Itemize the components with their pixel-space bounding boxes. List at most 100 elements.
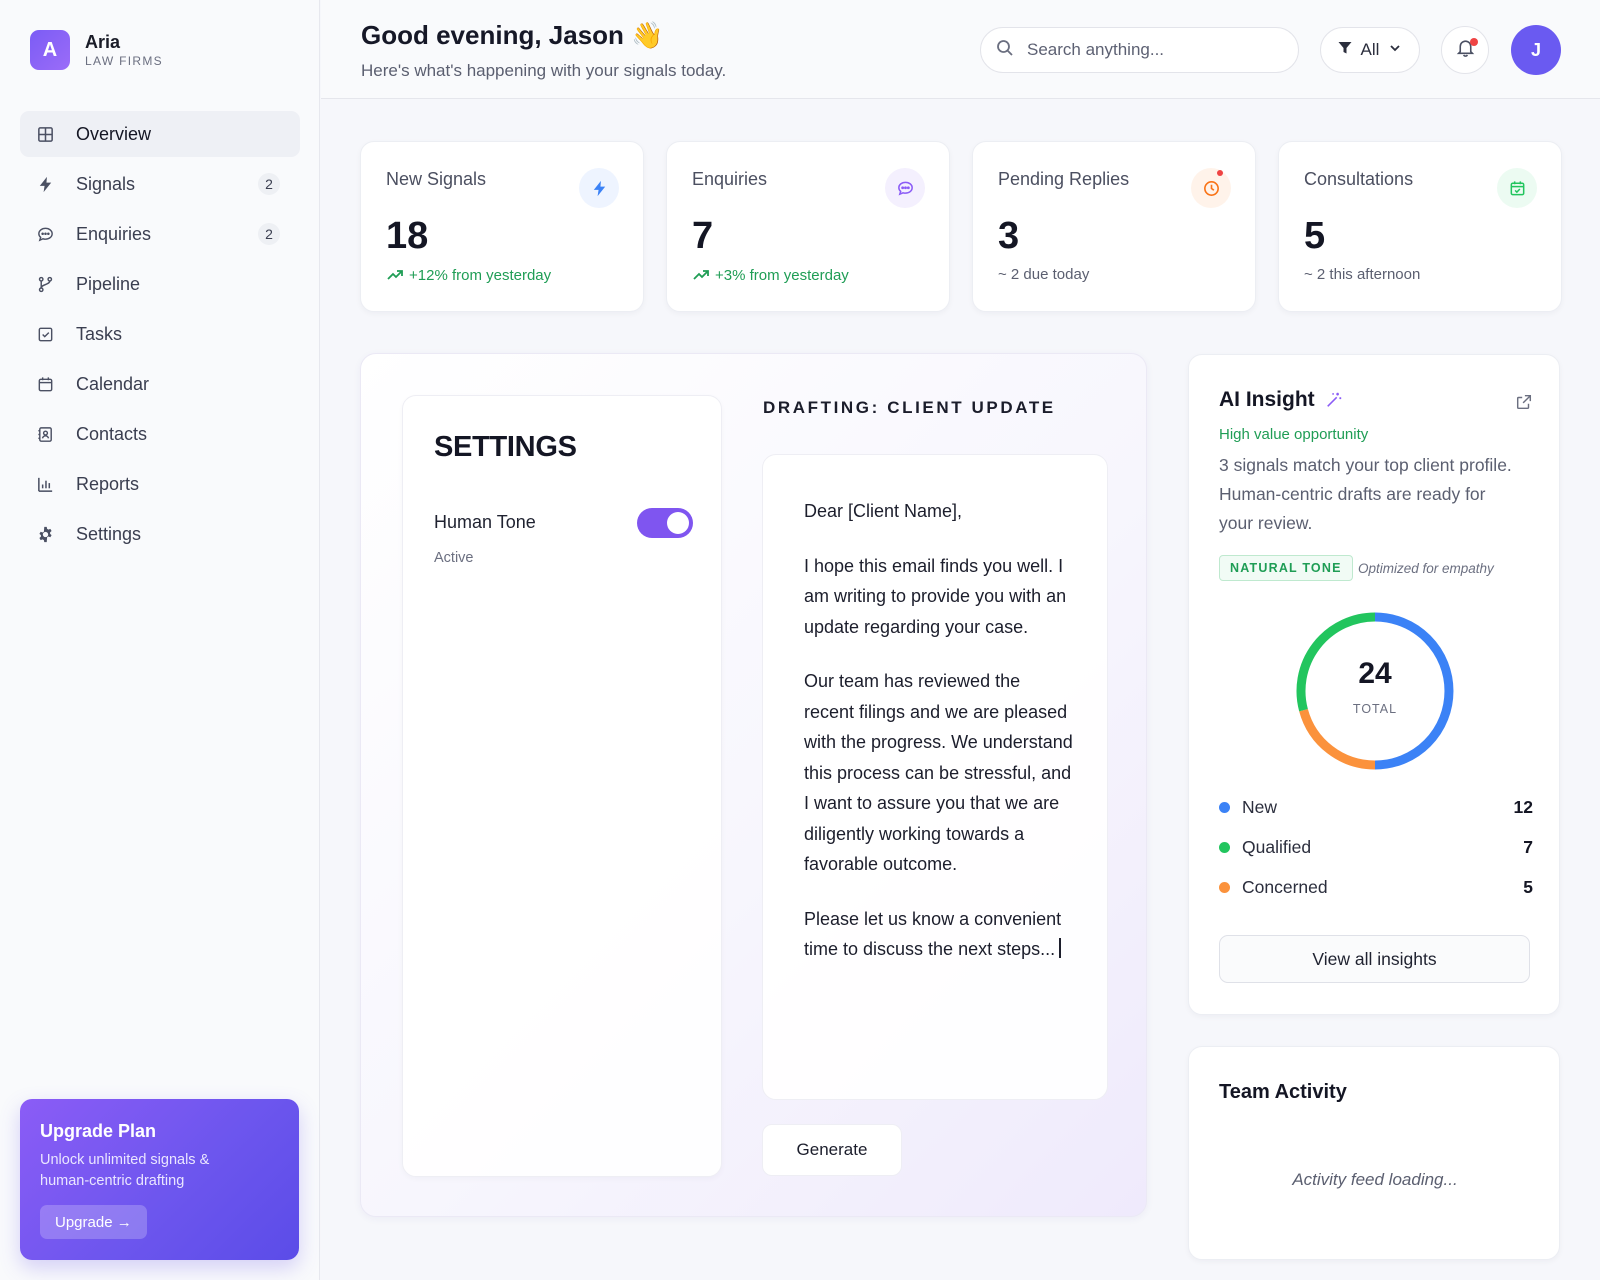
brand[interactable]: A Aria LAW FIRMS — [30, 30, 163, 70]
sidebar-item-settings[interactable]: Settings — [20, 511, 300, 557]
bar-chart-icon — [34, 473, 56, 495]
legend-label: Qualified — [1242, 836, 1312, 857]
bolt-icon — [34, 173, 56, 195]
sidebar-item-label: Overview — [76, 123, 152, 144]
legend-label: New — [1242, 796, 1278, 817]
settings-card: SETTINGS Human Tone Active — [402, 395, 722, 1177]
donut-total-value: 24 — [1358, 657, 1392, 690]
trend-up-icon — [693, 270, 709, 280]
sidebar-item-label: Calendar — [76, 373, 150, 394]
sidebar-item-signals[interactable]: Signals 2 — [20, 161, 300, 207]
natural-tone-badge: NATURAL TONE — [1219, 555, 1353, 581]
draft-paragraph: I hope this email finds you well. I am w… — [804, 555, 1067, 637]
stat-value: 18 — [386, 215, 429, 257]
draft-paragraph: Our team has reviewed the recent filings… — [804, 671, 1073, 874]
legend-label: Concerned — [1242, 876, 1328, 897]
sidebar-badge: 2 — [258, 173, 280, 195]
stat-delta-text: +12% from yesterday — [409, 266, 552, 284]
stat-card-consultations[interactable]: Consultations 5 ~ 2 this afternoon — [1278, 141, 1562, 312]
trend-up-icon — [387, 270, 403, 280]
donut-segment-qualified — [1296, 612, 1376, 712]
stat-delta-text: ~ 2 due today — [998, 266, 1090, 283]
filter-dropdown[interactable]: All — [1320, 27, 1420, 73]
activity-feed-loading: Activity feed loading... — [1292, 1170, 1458, 1189]
upgrade-card: Upgrade Plan Unlock unlimited signals & … — [20, 1099, 299, 1260]
brand-name: Aria — [85, 32, 121, 52]
insight-text: 3 signals match your top client profile.… — [1219, 455, 1512, 533]
chat-icon — [34, 223, 56, 245]
human-tone-label: Human Tone — [434, 512, 536, 532]
sidebar-item-label: Signals — [76, 173, 136, 194]
notification-dot — [1470, 38, 1478, 46]
insight-donut-chart — [1296, 612, 1454, 770]
stat-delta: +12% from yesterday — [386, 266, 618, 284]
sidebar-item-label: Settings — [76, 523, 142, 544]
toggle-knob — [667, 512, 689, 534]
checkbox-icon — [34, 323, 56, 345]
sidebar-item-label: Contacts — [76, 423, 148, 444]
calendar-check-icon — [1497, 168, 1537, 208]
stat-value: 5 — [1304, 215, 1326, 257]
alert-dot — [1217, 170, 1223, 176]
bolt-icon — [579, 168, 619, 208]
sidebar-item-label: Reports — [76, 473, 140, 494]
legend-value: 7 — [1523, 836, 1533, 857]
donut-total-label: TOTAL — [1352, 702, 1398, 716]
contacts-icon — [34, 423, 56, 445]
stat-label: Consultations — [1304, 169, 1414, 189]
sidebar-item-pipeline[interactable]: Pipeline — [20, 261, 300, 307]
stat-card-enquiries[interactable]: Enquiries 7 +3% from yesterday — [666, 141, 950, 312]
sidebar-badge: 2 — [258, 223, 280, 245]
human-tone-toggle[interactable] — [637, 508, 693, 538]
sidebar-item-contacts[interactable]: Contacts — [20, 411, 300, 457]
notifications-button[interactable] — [1441, 26, 1489, 74]
brand-subtitle: LAW FIRMS — [85, 54, 163, 68]
chat-icon — [885, 168, 925, 208]
calendar-icon — [34, 373, 56, 395]
stat-card-new-signals[interactable]: New Signals 18 +12% from yesterday — [360, 141, 644, 312]
insight-tag: High value opportunity — [1219, 426, 1369, 443]
legend-dot — [1219, 841, 1230, 853]
sidebar-item-overview[interactable]: Overview — [20, 111, 300, 157]
sidebar-item-reports[interactable]: Reports — [20, 461, 300, 507]
draft-paragraph-text: Please let us know a convenient time to … — [804, 908, 1062, 960]
legend-item-concerned[interactable]: Concerned 5 — [1219, 867, 1533, 907]
team-activity-card: Team Activity Activity feed loading... — [1188, 1046, 1560, 1260]
draft-editor[interactable]: Dear [Client Name], I hope this email fi… — [762, 454, 1108, 1100]
sidebar: A Aria LAW FIRMS Overview Signals 2 Enqu… — [0, 0, 320, 1280]
sidebar-item-label: Enquiries — [76, 223, 152, 244]
sidebar-item-tasks[interactable]: Tasks — [20, 311, 300, 357]
top-header: Good evening, Jason 👋 Here's what's happ… — [321, 0, 1600, 99]
search-input[interactable] — [1027, 40, 1277, 60]
filter-label: All — [1360, 40, 1380, 59]
chevron-down-icon — [1387, 40, 1403, 61]
gear-icon — [34, 523, 56, 545]
stat-delta: ~ 2 due today — [998, 266, 1230, 283]
page-title: Good evening, Jason 👋 — [361, 20, 664, 50]
sidebar-item-calendar[interactable]: Calendar — [20, 361, 300, 407]
external-link-icon[interactable] — [1515, 393, 1533, 411]
generate-button[interactable]: Generate — [762, 1124, 902, 1176]
avatar[interactable]: J — [1511, 25, 1561, 75]
stat-delta-text: ~ 2 this afternoon — [1304, 266, 1421, 283]
search-box[interactable] — [980, 27, 1299, 73]
search-icon — [995, 38, 1015, 63]
stat-card-pending-replies[interactable]: Pending Replies 3 ~ 2 due today — [972, 141, 1256, 312]
page-subtitle: Here's what's happening with your signal… — [361, 61, 727, 80]
legend-value: 5 — [1523, 876, 1533, 897]
sidebar-item-enquiries[interactable]: Enquiries 2 — [20, 211, 300, 257]
donut-segment-new — [1374, 612, 1454, 770]
upgrade-button[interactable]: Upgrade → — [40, 1205, 147, 1239]
sidebar-item-label: Pipeline — [76, 273, 141, 294]
view-all-insights-button[interactable]: View all insights — [1219, 935, 1530, 983]
magic-wand-icon — [1326, 392, 1341, 407]
legend-dot — [1219, 881, 1230, 893]
sidebar-item-label: Tasks — [76, 323, 123, 344]
stat-value: 3 — [998, 215, 1020, 257]
legend-item-qualified[interactable]: Qualified 7 — [1219, 827, 1533, 867]
draft-paragraph-last: Please let us know a convenient time to … — [804, 904, 1073, 965]
legend-item-new[interactable]: New 12 — [1219, 787, 1533, 827]
legend-dot — [1219, 801, 1230, 813]
sidebar-nav: Overview Signals 2 Enquiries 2 Pipeline … — [20, 111, 300, 561]
upgrade-title: Upgrade Plan — [40, 1121, 157, 1141]
